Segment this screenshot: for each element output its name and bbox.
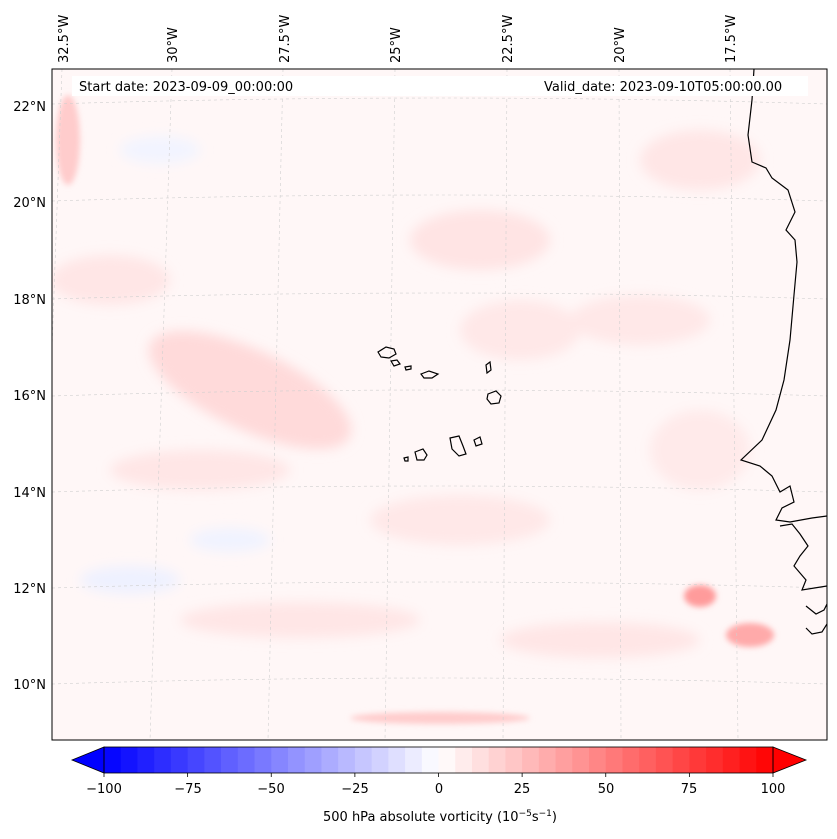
colorbar-segment bbox=[221, 747, 239, 773]
lat-tick-label: 22°N bbox=[13, 100, 46, 115]
lon-tick-label: 30°W bbox=[166, 27, 181, 63]
colorbar-segment bbox=[572, 747, 590, 773]
lat-tick-label: 16°N bbox=[13, 389, 46, 404]
latitude-ticks: 22°N 20°N 18°N 16°N 14°N 12°N 10°N bbox=[13, 100, 46, 693]
colorbar-segment bbox=[254, 747, 272, 773]
colorbar-segment bbox=[388, 747, 406, 773]
colorbar-tick-label: −100 bbox=[86, 782, 122, 797]
colorbar-segment bbox=[639, 747, 657, 773]
colorbar-segment bbox=[455, 747, 473, 773]
colorbar-segment bbox=[421, 747, 439, 773]
colorbar-segment bbox=[304, 747, 322, 773]
colorbar-segment bbox=[104, 747, 122, 773]
colorbar-segment bbox=[354, 747, 373, 773]
colorbar-tick-label: 50 bbox=[598, 782, 615, 797]
colorbar-segment bbox=[589, 747, 607, 773]
colorbar-tick-label: −75 bbox=[174, 782, 201, 797]
vorticity-field bbox=[52, 95, 774, 724]
colorbar-segment bbox=[371, 747, 389, 773]
lat-tick-label: 10°N bbox=[13, 678, 46, 693]
colorbar-segment bbox=[321, 747, 339, 773]
gridlines bbox=[52, 69, 827, 740]
colorbar-segment bbox=[655, 747, 674, 773]
colorbar: −100 −75 −50 −25 0 25 50 75 100 500 hPa … bbox=[70, 746, 808, 825]
african-coastline bbox=[739, 69, 827, 635]
valid-date-label: Valid_date: 2023-09-10T05:00:00.00 bbox=[544, 80, 782, 95]
colorbar-segment bbox=[170, 747, 189, 773]
colorbar-segment bbox=[739, 747, 757, 773]
lat-tick-label: 12°N bbox=[13, 582, 46, 597]
colorbar-segment bbox=[338, 747, 356, 773]
lat-tick-label: 20°N bbox=[13, 196, 46, 211]
colorbar-segment bbox=[672, 747, 690, 773]
start-date-label: Start date: 2023-09-09_00:00:00 bbox=[79, 80, 293, 95]
colorbar-segment bbox=[706, 747, 724, 773]
colorbar-segment bbox=[187, 747, 205, 773]
colorbar-segment bbox=[488, 747, 506, 773]
colorbar-segment bbox=[154, 747, 172, 773]
colorbar-segment bbox=[756, 747, 774, 773]
colorbar-label: 500 hPa absolute vorticity (10−5s−1) bbox=[323, 809, 557, 825]
info-box bbox=[72, 76, 808, 96]
cape-verde-islands bbox=[377, 346, 502, 462]
lat-tick-label: 14°N bbox=[13, 486, 46, 501]
colorbar-segment bbox=[505, 747, 523, 773]
colorbar-tick-label: 25 bbox=[514, 782, 531, 797]
colorbar-tick-label: 75 bbox=[681, 782, 698, 797]
colorbar-segment bbox=[438, 747, 456, 773]
colorbar-tick-marks bbox=[103, 773, 774, 777]
map-panel: Start date: 2023-09-09_00:00:00 Valid_da… bbox=[51, 68, 828, 741]
colorbar-segment bbox=[271, 747, 289, 773]
colorbar-segment bbox=[722, 747, 740, 773]
colorbar-segment bbox=[120, 747, 138, 773]
colorbar-segment bbox=[555, 747, 573, 773]
lon-tick-label: 25°W bbox=[389, 27, 404, 63]
lon-tick-label: 22.5°W bbox=[501, 15, 516, 63]
colorbar-segment bbox=[622, 747, 640, 773]
longitude-ticks: 32.5°W 30°W 27.5°W 25°W 22.5°W 20°W 17.5… bbox=[57, 15, 739, 63]
colorbar-segments bbox=[104, 747, 774, 773]
colorbar-segment bbox=[287, 747, 306, 773]
colorbar-segment bbox=[137, 747, 155, 773]
colorbar-high-extend bbox=[772, 746, 808, 774]
colorbar-segment bbox=[204, 747, 222, 773]
colorbar-segment bbox=[471, 747, 490, 773]
lon-tick-label: 17.5°W bbox=[724, 15, 739, 63]
colorbar-tick-label: −25 bbox=[341, 782, 368, 797]
colorbar-tick-label: 100 bbox=[761, 782, 786, 797]
map-frame bbox=[51, 68, 828, 741]
lon-tick-label: 27.5°W bbox=[278, 15, 293, 63]
colorbar-segment bbox=[538, 747, 556, 773]
colorbar-segment bbox=[522, 747, 540, 773]
colorbar-segment bbox=[605, 747, 623, 773]
colorbar-segment bbox=[689, 747, 707, 773]
lat-tick-label: 18°N bbox=[13, 293, 46, 308]
colorbar-low-extend bbox=[70, 746, 105, 774]
colorbar-tick-label: −50 bbox=[257, 782, 284, 797]
colorbar-tick-label: 0 bbox=[435, 782, 443, 797]
colorbar-segment bbox=[237, 747, 255, 773]
lon-tick-label: 32.5°W bbox=[57, 15, 72, 63]
colorbar-segment bbox=[405, 747, 423, 773]
lon-tick-label: 20°W bbox=[613, 27, 628, 63]
